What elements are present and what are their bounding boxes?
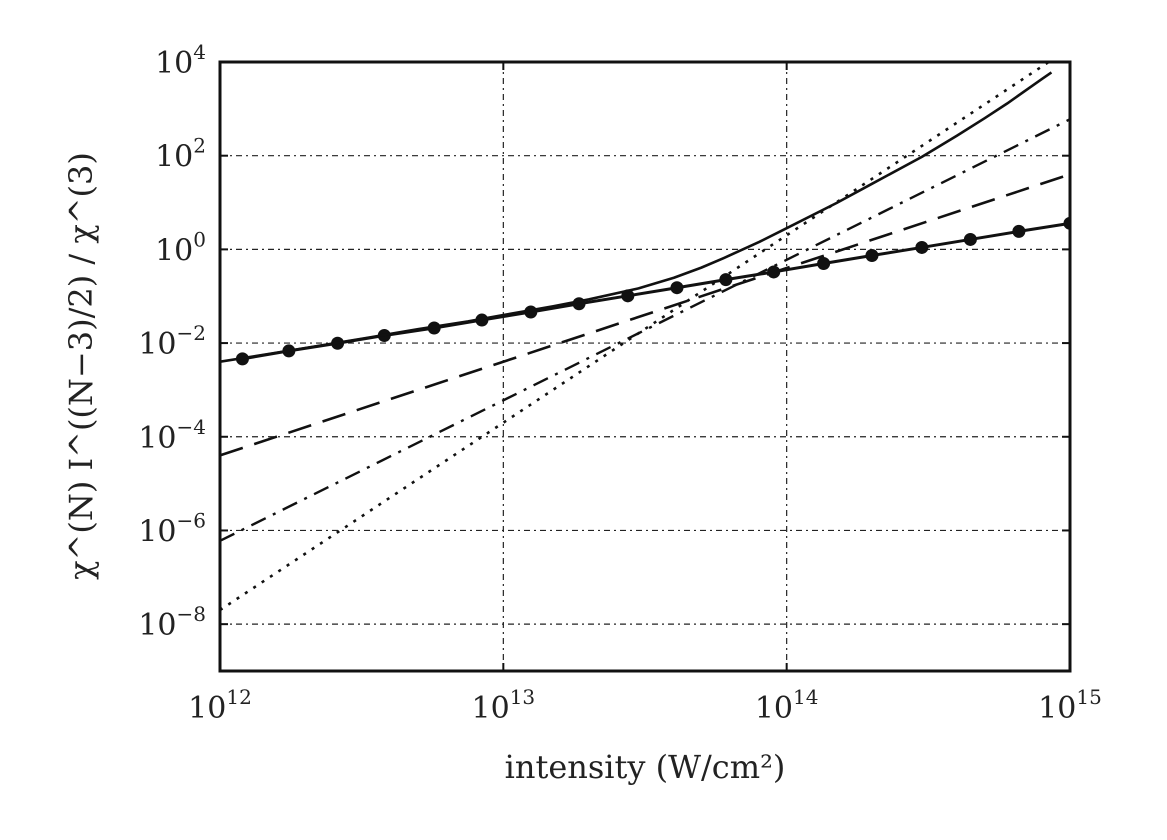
y-tick-base: 10: [138, 327, 176, 362]
x-tick-exponent: 12: [226, 685, 251, 709]
grid-layer: [220, 62, 1070, 671]
series-marker: [963, 232, 977, 246]
x-tick-label: 1012: [188, 685, 252, 726]
x-tick-base: 10: [755, 691, 793, 726]
x-tick-exponent: 13: [510, 685, 535, 709]
y-tick-label: 10−4: [138, 415, 206, 456]
y-tick-exponent: 4: [193, 40, 206, 64]
x-tick-exponent: 15: [1076, 685, 1101, 709]
y-tick-label: 104: [155, 40, 206, 81]
series-marker: [915, 240, 929, 254]
plot-frame: [218, 60, 1072, 673]
y-tick-base: 10: [138, 514, 176, 549]
series-marker: [670, 281, 684, 295]
y-tick-exponent: 2: [193, 134, 206, 158]
x-tick-label: 1015: [1038, 685, 1102, 726]
y-tick-base: 10: [138, 421, 176, 456]
y-tick-exponent: −2: [177, 321, 206, 345]
y-tick-label: 10−2: [138, 321, 206, 362]
y-tick-base: 10: [138, 608, 176, 643]
y-tick-label: 100: [155, 227, 206, 268]
series-marker: [1063, 216, 1070, 230]
y-tick-exponent: −8: [177, 602, 206, 626]
x-axis-label: intensity (W/cm²): [505, 748, 786, 786]
series-line-dashdot: [220, 118, 1070, 542]
series-marker: [1012, 224, 1026, 238]
x-tick-base: 10: [1038, 691, 1076, 726]
y-tick-label: 10−8: [138, 602, 206, 643]
y-tick-base: 10: [155, 46, 193, 81]
x-tick-label: 1013: [472, 685, 536, 726]
y-tick-exponent: −4: [177, 415, 206, 439]
y-tick-label: 10−6: [138, 508, 206, 549]
y-tick-exponent: −6: [177, 508, 206, 532]
series-marker: [865, 249, 879, 263]
series-layer: [220, 62, 1070, 612]
x-tick-exponent: 14: [793, 685, 818, 709]
series-line-solid: [220, 71, 1053, 364]
x-tick-base: 10: [188, 691, 226, 726]
tick-layer: 1012 1013 1014 101510−810−610−410−210010210…: [138, 40, 1101, 726]
y-tick-base: 10: [155, 140, 193, 175]
series-marker: [719, 273, 733, 287]
y-tick-label: 102: [155, 134, 206, 175]
series-marker: [817, 256, 831, 270]
series-line-dashed: [220, 173, 1070, 457]
x-tick-label: 1014: [755, 685, 819, 726]
y-tick-exponent: 0: [193, 227, 206, 251]
x-tick-base: 10: [472, 691, 510, 726]
y-tick-base: 10: [155, 233, 193, 268]
y-axis-label: χ^(N) I^((N−3)/2) / χ^(3): [62, 152, 100, 580]
series-line-dotted: [220, 62, 1052, 612]
